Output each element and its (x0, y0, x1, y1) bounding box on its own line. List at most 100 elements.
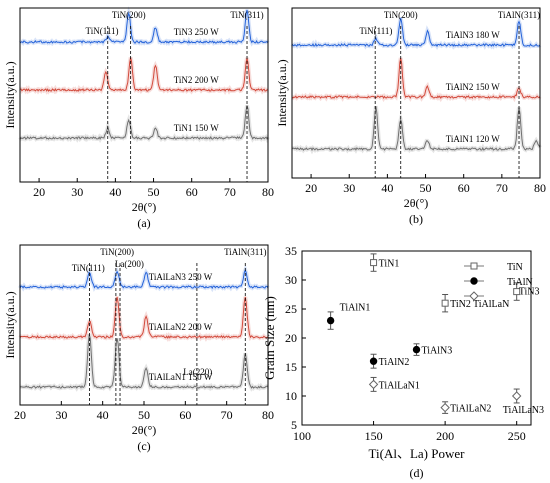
panel-label: (a) (137, 216, 150, 230)
series-line (291, 17, 541, 48)
x-tick-label: 50 (138, 408, 150, 422)
xrd-panel-0: TiN3 250 W TiN2 200 W TiN1 150 W TiN(111) Ti… (3, 6, 274, 230)
panel-label: (d) (410, 466, 424, 480)
x-tick-label: 20 (305, 181, 317, 195)
x-tick-label: 30 (343, 181, 355, 195)
y-axis-label: Intensity(a.u.) (3, 61, 17, 128)
series-line (19, 9, 269, 44)
x-tick-label: 80 (262, 408, 274, 422)
x-tick-label: 70 (221, 408, 233, 422)
series-label: TiAlN1 120 W (446, 134, 501, 144)
peak-annotation: La(220) (183, 367, 212, 377)
point-label: TiAlN1 (340, 303, 371, 314)
series-label: TiAlN3 180 W (446, 30, 501, 40)
circle-marker (369, 357, 378, 365)
peak-annotation: TiN(111) (86, 26, 119, 36)
series-label: TiN2 200 W (174, 75, 220, 85)
grain-size-panel: 100 150 200 2505101520253035TiN1TiN2TiN3TiA… (262, 244, 544, 480)
panel-label: (c) (137, 439, 150, 453)
y-axis-label: Grain Size (nm) (262, 296, 277, 380)
y-tick-label: 35 (285, 244, 297, 258)
point-label: TiAlLaN1 (379, 380, 420, 391)
x-tick-label: 70 (224, 185, 236, 199)
x-tick-label: 150 (365, 429, 383, 443)
diamond-marker (368, 379, 379, 390)
series-halo (18, 104, 270, 144)
series-line (291, 57, 541, 100)
diamond-marker (511, 391, 522, 401)
series-label: TiAlLaN1 150 W (149, 372, 213, 382)
x-tick-label: 60 (186, 185, 198, 199)
diamond-marker (469, 291, 479, 301)
x-tick-label: 250 (508, 429, 526, 443)
x-tick-label: 50 (148, 185, 160, 199)
panel-label: (b) (409, 212, 423, 226)
peak-annotation: La(200) (115, 259, 144, 269)
x-tick-label: 60 (179, 408, 191, 422)
peak-annotation: TiN(200) (112, 10, 146, 20)
x-tick-label: 30 (71, 185, 83, 199)
circle-marker (412, 345, 421, 354)
peak-annotation: TiN(200) (384, 10, 418, 20)
y-tick-label: 20 (285, 331, 297, 345)
plot-frame (301, 250, 532, 426)
series-line (19, 57, 269, 93)
plot-frame (291, 7, 541, 179)
x-tick-label: 60 (458, 181, 470, 195)
x-axis-label: 2θ(°) (132, 423, 157, 437)
y-tick-label: 30 (285, 273, 297, 287)
point-label: TiN1 (379, 259, 400, 270)
peak-annotation: TiAlN(311) (498, 10, 540, 20)
peak-annotation: TiN(111) (72, 263, 105, 273)
series-halo (291, 105, 542, 155)
series-line (19, 268, 269, 290)
series-label: TiAlLaN2 200 W (149, 322, 213, 332)
peak-annotation: TiN(111) (359, 26, 392, 36)
legend-entry: TiAlN (507, 277, 533, 288)
series-halo (291, 57, 542, 103)
x-axis-label: 2θ(°) (404, 196, 429, 210)
series-label: TiAlN2 150 W (446, 82, 501, 92)
legend-entry: TiN (507, 262, 523, 273)
x-axis-label: 2θ(°) (132, 200, 157, 214)
square-marker (370, 259, 378, 267)
series-line (291, 106, 541, 152)
x-tick-label: 50 (420, 181, 432, 195)
x-tick-label: 40 (97, 408, 109, 422)
circle-marker (326, 316, 335, 325)
series-label: TiAlLaN3 250 W (149, 272, 213, 282)
peak-annotation: TiN(200) (100, 247, 134, 257)
xrd-panel-2: TiAlLaN3 250 W TiAlLaN2 200 W TiAlLaN1 150… (3, 244, 274, 453)
legend-entry: TiAlLaN (473, 299, 509, 310)
series-line (19, 105, 269, 140)
x-tick-label: 200 (436, 429, 454, 443)
y-axis-label: Intensity(a.u.) (3, 291, 17, 358)
circle-marker (470, 277, 478, 285)
x-tick-label: 100 (293, 429, 311, 443)
square-marker (470, 262, 478, 270)
xrd-panel-1: TiAlN3 180 W TiAlN2 150 W TiAlN1 120 W TiN(… (275, 7, 546, 226)
series-halo (290, 16, 542, 51)
series-halo (19, 57, 269, 96)
point-label: TiN3 (519, 287, 540, 298)
x-tick-label: 40 (109, 185, 121, 199)
series-line (19, 334, 269, 389)
point-label: TiAlLaN2 (450, 404, 491, 415)
x-tick-label: 20 (33, 185, 45, 199)
peak-annotation: TiN(311) (230, 10, 263, 20)
point-label: TiAlN3 (422, 346, 453, 357)
x-tick-label: 30 (55, 408, 67, 422)
diamond-marker (440, 402, 450, 413)
x-tick-label: 40 (381, 181, 393, 195)
y-tick-label: 5 (291, 418, 297, 432)
plot-frame (19, 7, 269, 183)
y-tick-label: 15 (285, 360, 297, 374)
x-tick-label: 80 (534, 181, 546, 195)
square-marker (513, 288, 521, 296)
y-axis-label: Intensity(a.u.) (275, 59, 289, 126)
series-label: TiN1 150 W (174, 123, 220, 133)
x-tick-label: 20 (14, 408, 26, 422)
legend: TiN TiAlN TiAlLaN (464, 262, 533, 310)
y-tick-label: 10 (285, 389, 297, 403)
